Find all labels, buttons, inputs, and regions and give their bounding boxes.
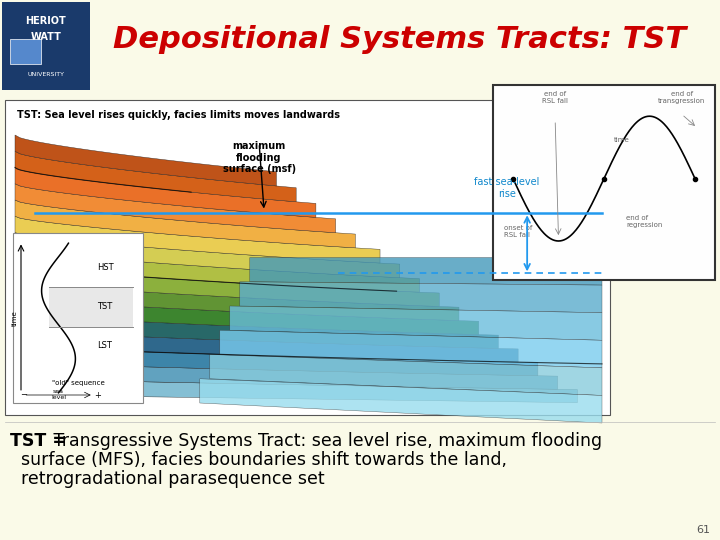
Bar [10,39,41,64]
Polygon shape [15,330,518,362]
Text: fast sea-level
rise: fast sea-level rise [474,178,540,199]
Text: Depositional Systems Tracts: TST: Depositional Systems Tracts: TST [114,25,687,55]
Text: LST: LST [97,341,112,350]
Text: retrogradational parasequence set: retrogradational parasequence set [10,470,325,488]
Text: 61: 61 [696,525,710,535]
Polygon shape [15,298,479,335]
Text: maximum
flooding
surface (msf): maximum flooding surface (msf) [222,141,296,174]
Polygon shape [240,282,602,313]
Polygon shape [15,314,498,348]
Polygon shape [15,233,400,278]
Text: onset of
RSL fall: onset of RSL fall [504,225,533,238]
Bar [13,233,143,403]
Polygon shape [15,184,336,233]
Polygon shape [15,281,459,321]
Polygon shape [15,151,296,202]
Bar [2,2,90,90]
Text: surface (MFS), facies boundaries shift towards the land,: surface (MFS), facies boundaries shift t… [10,451,507,469]
Bar [50,287,132,327]
Text: end of
transgression: end of transgression [658,91,706,104]
Text: −: − [20,390,27,400]
Text: WATT: WATT [30,32,61,42]
Text: HST: HST [97,262,114,272]
Bar [5,100,610,415]
Bar [493,85,715,280]
Text: end of
regression: end of regression [626,215,662,228]
Polygon shape [200,379,602,423]
Text: Transgressive Systems Tract: sea level rise, maximum flooding: Transgressive Systems Tract: sea level r… [48,432,602,450]
Polygon shape [15,265,439,307]
Text: TST =: TST = [10,432,67,450]
Text: time: time [614,137,629,143]
Text: end of
RSL fall: end of RSL fall [542,91,568,104]
Polygon shape [15,249,420,292]
Text: UNIVERSITY: UNIVERSITY [27,72,65,77]
Polygon shape [230,306,602,340]
Text: TST: Sea level rises quickly, facies limits moves landwards: TST: Sea level rises quickly, facies lim… [17,110,340,120]
Text: TST: TST [97,302,113,310]
Polygon shape [15,346,538,376]
Polygon shape [15,379,577,403]
Text: "old" sequence: "old" sequence [52,380,104,386]
Text: HERIOT: HERIOT [26,16,66,26]
Polygon shape [15,200,356,248]
Polygon shape [220,330,602,368]
Polygon shape [250,258,602,285]
Text: sea
level: sea level [51,389,66,400]
Polygon shape [15,167,316,218]
Polygon shape [15,216,380,263]
Text: +: + [94,390,101,400]
Text: time: time [12,310,18,326]
Polygon shape [15,362,557,389]
Polygon shape [210,354,602,395]
Polygon shape [15,135,276,186]
